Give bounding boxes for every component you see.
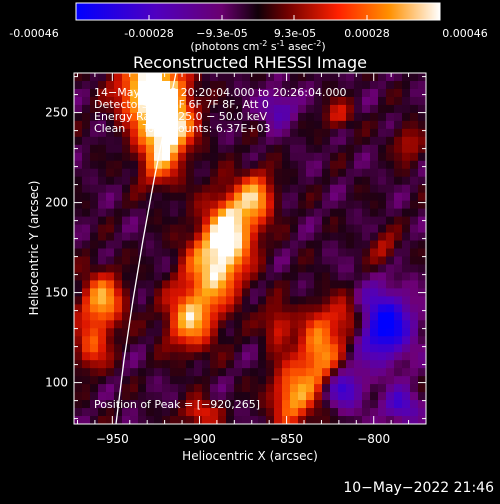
y-tick-label: 150	[45, 286, 68, 300]
annotation-total-counts: Clean Total counts: 6.37E+03	[94, 122, 271, 135]
plot-frame	[73, 72, 427, 425]
render-timestamp: 10−May−2022 21:46	[343, 480, 494, 496]
colorbar-tick-label: -0.00028	[124, 27, 173, 40]
x-tick-label: −900	[183, 432, 216, 446]
colorbar-tick-label: 0.00028	[344, 27, 390, 40]
annotation-energy-range: Energy Range: 25.0 − 50.0 keV	[94, 110, 268, 123]
chart-title: Reconstructed RHESSI Image	[133, 53, 367, 72]
heatmap-image	[74, 73, 426, 424]
x-axis-label: Heliocentric X (arcsec)	[182, 449, 318, 463]
annotation-detectors: Detectors: 3F 5F 6F 7F 8F, Att 0	[94, 98, 269, 111]
y-tick-label: 100	[45, 376, 68, 390]
x-tick-label: −950	[96, 432, 129, 446]
colorbar-tick-label: 0.00046	[442, 27, 488, 40]
annotation-time-range: 14−May−2013 20:20:04.000 to 20:26:04.000	[94, 86, 347, 99]
y-axis-label: Heliocentric Y (arcsec)	[27, 181, 41, 316]
colorbar-units: (photons cm-2 s-1 asec-2)	[190, 39, 325, 53]
solar-limb-line	[115, 73, 177, 424]
x-tick-label: −850	[270, 432, 303, 446]
colorbar-tick-label: -0.00046	[9, 27, 58, 40]
colorbar-tick-label: 9.3e-05	[274, 27, 316, 40]
colorbar-ticks	[75, 15, 441, 20]
x-tick-label: −800	[357, 432, 390, 446]
x-axis: −950 −900 −850 −800	[76, 73, 427, 446]
y-axis: 100 150 200 250	[45, 76, 426, 420]
colorbar-tick-label: −9.3e-05	[196, 27, 247, 40]
annotation-peak-position: Position of Peak = [−920,265]	[94, 398, 260, 411]
colorbar	[75, 2, 441, 21]
y-tick-label: 250	[45, 106, 68, 120]
y-tick-label: 200	[45, 196, 68, 210]
